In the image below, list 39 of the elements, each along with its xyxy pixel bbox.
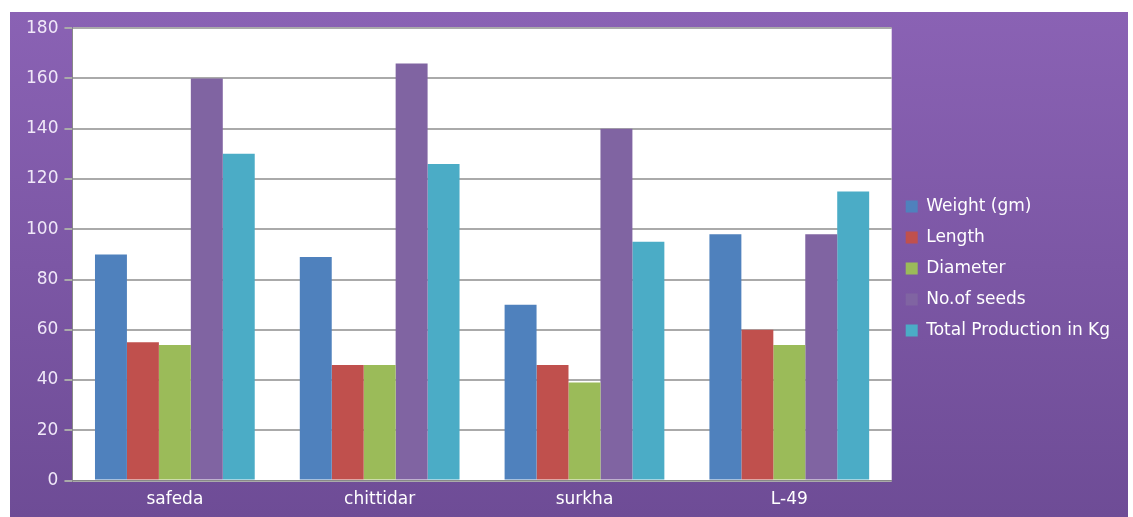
y-tick-label: 140 (25, 117, 59, 138)
x-tick-label: surkha (555, 488, 614, 509)
bar (536, 364, 569, 480)
y-tick-label: 120 (25, 167, 59, 188)
bar (126, 342, 159, 480)
bar (331, 364, 364, 480)
bar (94, 254, 127, 480)
bar (709, 234, 742, 480)
bar (363, 364, 396, 480)
bar (395, 63, 428, 480)
legend-label: Diameter (926, 256, 1006, 277)
legend-label: Length (926, 225, 985, 246)
y-tick-label: 160 (25, 66, 59, 87)
bar (837, 191, 870, 480)
y-tick-label: 20 (36, 418, 59, 439)
x-tick-label: chittidar (344, 488, 416, 509)
bar (805, 234, 838, 480)
bar (190, 78, 223, 480)
y-tick-label: 180 (25, 16, 59, 37)
y-tick-label: 80 (36, 267, 59, 288)
bar (222, 153, 255, 480)
bar (632, 241, 665, 480)
bar (568, 382, 601, 480)
bar (158, 344, 191, 480)
bar (427, 163, 460, 480)
bar (504, 304, 537, 480)
legend-label: Weight (gm) (926, 194, 1032, 215)
y-tick-label: 0 (47, 469, 59, 490)
y-tick-label: 100 (25, 217, 59, 238)
bar (600, 128, 633, 480)
bar (299, 256, 332, 480)
x-tick-label: safeda (146, 488, 204, 509)
y-tick-label: 40 (36, 368, 59, 389)
y-tick-label: 60 (36, 318, 59, 339)
bar (741, 329, 774, 480)
legend-label: Total Production in Kg (925, 318, 1110, 339)
bar (773, 344, 806, 480)
x-tick-label: L-49 (770, 488, 808, 509)
legend-label: No.of seeds (926, 287, 1026, 308)
